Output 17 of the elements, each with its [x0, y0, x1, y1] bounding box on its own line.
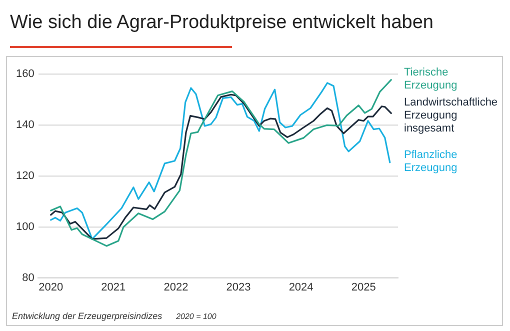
y-tick-label: 140: [16, 118, 34, 131]
y-tick-label: 160: [16, 68, 34, 80]
series-label: Pflanzliche Erzeugung: [404, 148, 458, 174]
y-tick-label: 120: [16, 170, 34, 182]
x-tick-label: 2021: [101, 281, 126, 294]
y-tick-label: 80: [22, 272, 34, 284]
series-label: Landwirtschaftliche Erzeugung insgesamt: [404, 96, 498, 134]
chart-title: Wie sich die Agrar-Produktpreise entwickelt haben: [10, 12, 434, 34]
x-tick-label: 2025: [351, 281, 376, 294]
y-tick-label: 100: [16, 220, 34, 233]
x-tick-label: 2023: [226, 281, 251, 294]
x-tick-label: 2020: [38, 281, 64, 294]
text: 2020 = 100: [175, 312, 217, 321]
x-tick-label: 2024: [288, 281, 314, 294]
x-tick-label: 2022: [164, 281, 188, 294]
series-label: Tierische Erzeugung: [404, 66, 458, 92]
text: Entwicklung der Erzeugerpreisindizes: [12, 311, 163, 321]
